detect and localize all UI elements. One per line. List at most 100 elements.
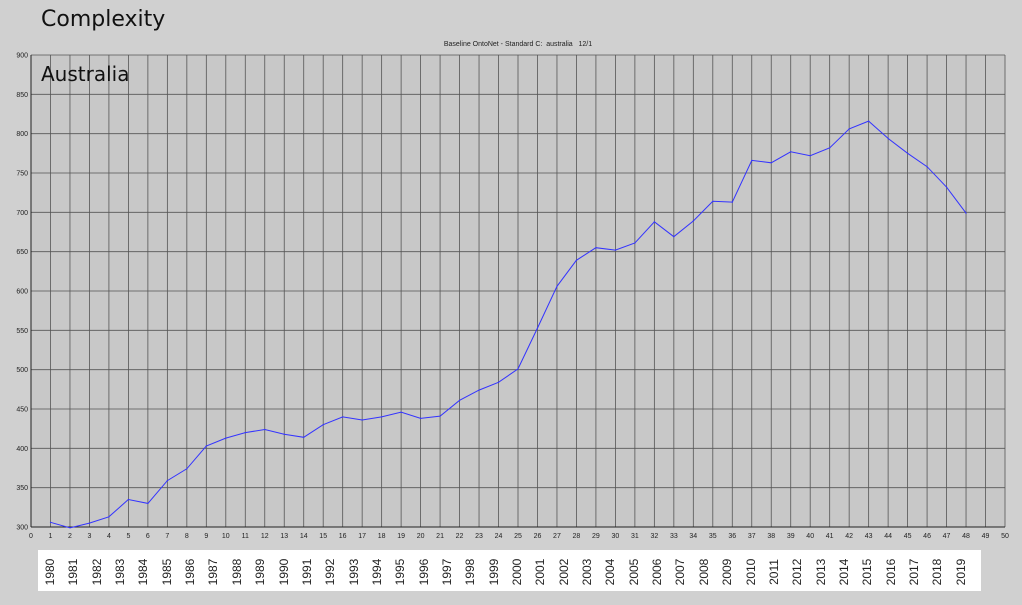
x-tick-label: 27: [553, 533, 561, 540]
x-tick-label: 9: [204, 533, 208, 540]
data-point: [848, 128, 850, 130]
x-tick-label: 7: [165, 533, 169, 540]
x-tick-label: 4: [107, 533, 111, 540]
year-label: 2014: [836, 558, 851, 586]
series-line: [50, 120, 967, 529]
year-label: 2018: [930, 558, 945, 586]
x-tick-label: 19: [397, 533, 405, 540]
data-point: [731, 201, 733, 203]
year-label: 1997: [439, 558, 454, 586]
x-tick-label: 43: [865, 533, 873, 540]
data-point: [127, 498, 129, 501]
x-tick-label: 23: [475, 533, 483, 540]
data-point: [205, 445, 207, 447]
data-point: [361, 419, 363, 421]
data-point: [147, 502, 149, 504]
y-tick-label: 350: [16, 485, 28, 492]
year-label: 1990: [276, 558, 291, 586]
x-tick-label: 1: [49, 533, 53, 540]
data-point: [264, 428, 266, 431]
x-tick-label: 32: [650, 533, 658, 540]
year-label: 2019: [953, 558, 968, 586]
x-tick-label: 46: [923, 533, 931, 540]
data-point: [108, 516, 110, 518]
data-point: [692, 220, 694, 222]
year-label: 1987: [206, 558, 221, 586]
x-tick-label: 26: [534, 533, 542, 540]
x-tick-label: 11: [242, 533, 249, 540]
year-label: 1993: [346, 558, 361, 586]
x-tick-label: 38: [767, 533, 775, 540]
data-point: [575, 259, 578, 261]
x-tick-label: 8: [185, 533, 189, 540]
x-tick-label: 49: [982, 533, 990, 540]
data-point: [478, 389, 480, 391]
year-label: 1989: [253, 558, 268, 586]
data-point: [420, 417, 422, 419]
year-label: 2013: [813, 558, 828, 586]
year-label: 2010: [743, 558, 758, 586]
data-point: [536, 327, 539, 329]
year-label: 1992: [323, 558, 338, 586]
year-label: 2003: [580, 558, 595, 586]
y-tick-label: 500: [16, 367, 28, 374]
year-label: 2015: [860, 558, 875, 586]
year-label: 2008: [696, 558, 711, 586]
year-label: 1986: [183, 558, 198, 586]
data-point: [556, 285, 558, 287]
line-chart: Baseline OntoNet - Standard C: australia…: [16, 41, 1009, 540]
x-tick-label: 33: [670, 533, 678, 540]
axes: [30, 55, 1005, 528]
chart-title: Baseline OntoNet - Standard C: australia…: [444, 41, 592, 48]
year-label: 2001: [533, 558, 548, 586]
data-point: [926, 166, 928, 168]
year-label: 1984: [136, 558, 151, 586]
y-tick-label: 400: [16, 446, 28, 453]
data-point: [770, 162, 772, 164]
y-tick-label: 750: [16, 171, 28, 178]
x-tick-label: 31: [631, 533, 639, 540]
x-tick-label: 21: [436, 533, 444, 540]
x-tick-label: 12: [261, 533, 269, 540]
data-point: [88, 522, 90, 524]
data-point: [809, 155, 811, 157]
data-point: [907, 152, 909, 154]
x-tick-label: 36: [728, 533, 736, 540]
y-tick-label: 800: [16, 131, 28, 138]
x-tick-label: 48: [962, 533, 970, 540]
data-point: [517, 368, 519, 370]
data-point: [634, 242, 636, 244]
data-point: [595, 247, 597, 249]
year-label: 1996: [416, 558, 431, 586]
year-label: 1982: [89, 558, 104, 586]
slide-heading: Complexity: [41, 7, 166, 32]
year-label: 1991: [299, 558, 314, 586]
year-label: 2012: [790, 558, 805, 586]
data-point: [459, 399, 461, 401]
year-label: 1995: [393, 558, 408, 586]
data-point: [790, 151, 792, 153]
x-tick-label: 40: [806, 533, 814, 540]
data-point: [225, 437, 227, 439]
year-label: 1985: [159, 558, 174, 586]
data-point: [400, 411, 402, 413]
x-tick-label: 39: [787, 533, 795, 540]
year-label-strip: [38, 550, 981, 591]
year-label: 2009: [720, 558, 735, 586]
year-label: 1998: [463, 558, 478, 586]
year-label: 2005: [626, 558, 641, 586]
data-point: [653, 221, 656, 223]
year-label: 1999: [486, 558, 501, 586]
x-tick-label: 13: [280, 533, 288, 540]
data-point: [283, 433, 285, 435]
x-tick-label: 17: [358, 533, 366, 540]
x-tick-label: 0: [29, 533, 33, 540]
y-tick-label: 700: [16, 210, 28, 217]
data-point: [497, 381, 500, 383]
x-tick-label: 20: [417, 533, 425, 540]
year-label: 1988: [229, 558, 244, 586]
year-label: 2011: [766, 559, 781, 585]
x-tick-label: 37: [748, 533, 756, 540]
data-point: [381, 416, 383, 418]
data-point: [712, 200, 714, 202]
